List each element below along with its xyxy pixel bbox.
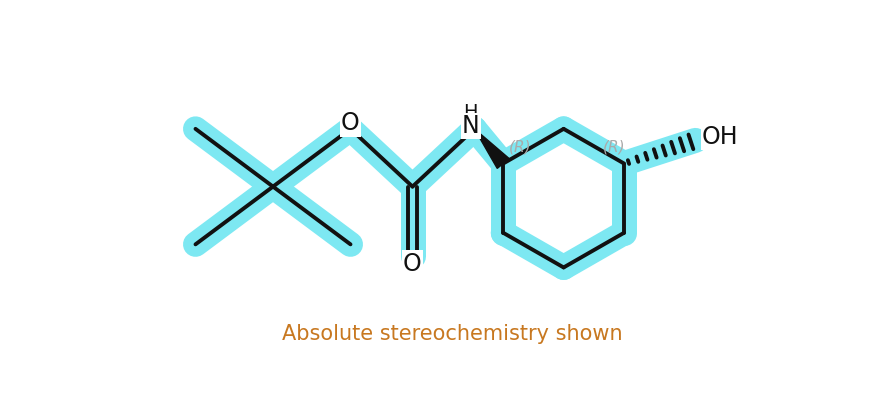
Text: O: O xyxy=(403,252,422,276)
Text: N: N xyxy=(462,114,480,138)
Text: H: H xyxy=(463,103,478,122)
Text: OH: OH xyxy=(701,125,738,149)
Polygon shape xyxy=(475,129,509,168)
Text: (R): (R) xyxy=(602,139,625,154)
Text: Absolute stereochemistry shown: Absolute stereochemistry shown xyxy=(281,324,623,344)
Text: (R): (R) xyxy=(509,139,531,154)
Text: O: O xyxy=(341,112,360,136)
